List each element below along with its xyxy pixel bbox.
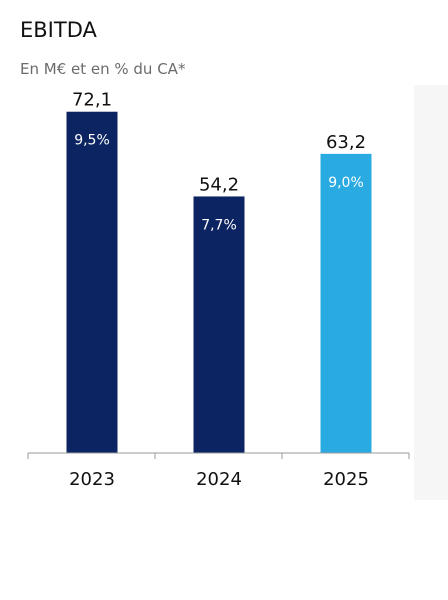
- chart-title: EBITDA: [20, 18, 97, 42]
- x-tick-label-2025: 2025: [323, 469, 369, 490]
- margin-label-2025: 9,0%: [328, 175, 364, 191]
- bar-2025: [320, 153, 372, 453]
- side-panel-band: [414, 85, 448, 500]
- x-tick-label-2024: 2024: [196, 469, 242, 490]
- value-label-2024: 54,2: [199, 174, 239, 195]
- margin-label-2023: 9,5%: [74, 133, 110, 149]
- margin-label-2024: 7,7%: [201, 217, 237, 233]
- value-label-2025: 63,2: [326, 132, 366, 153]
- value-label-2023: 72,1: [72, 90, 112, 111]
- bar-2024: [193, 196, 245, 453]
- x-tick-label-2023: 2023: [69, 469, 115, 490]
- chart-subtitle: En M€ et en % du CA*: [20, 60, 186, 78]
- bar-2023: [66, 111, 118, 453]
